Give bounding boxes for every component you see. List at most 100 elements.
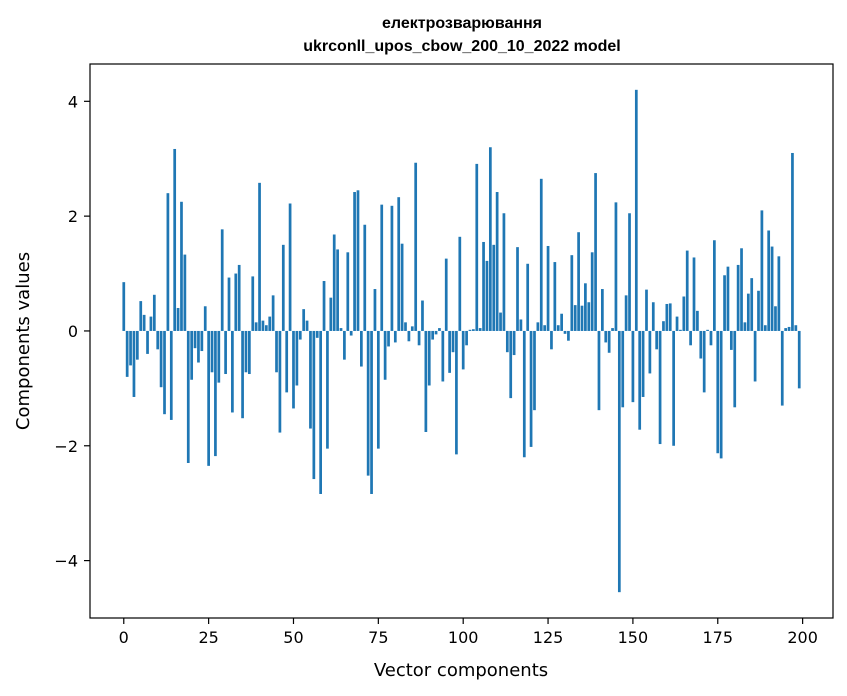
bar-8 xyxy=(149,316,153,331)
bar-57 xyxy=(315,330,319,338)
bar-41 xyxy=(261,320,265,331)
bar-193 xyxy=(777,256,781,331)
bar-51 xyxy=(295,330,299,386)
bar-154 xyxy=(645,289,648,331)
bar-48 xyxy=(285,330,289,393)
bar-25 xyxy=(207,330,210,466)
bar-58 xyxy=(319,330,322,494)
bar-132 xyxy=(570,255,574,331)
bar-1 xyxy=(125,330,129,377)
bar-190 xyxy=(767,230,771,331)
bar-141 xyxy=(601,289,604,331)
bar-101 xyxy=(465,330,468,346)
bar-103 xyxy=(472,329,475,331)
bar-23 xyxy=(200,330,204,352)
bar-164 xyxy=(679,329,682,331)
bar-36 xyxy=(244,330,248,373)
bar-22 xyxy=(197,330,200,363)
bar-177 xyxy=(723,275,726,331)
bar-130 xyxy=(563,330,567,334)
bar-180 xyxy=(733,330,737,408)
bar-62 xyxy=(332,234,336,331)
bar-30 xyxy=(224,330,227,375)
bar-14 xyxy=(169,330,173,420)
bar-88 xyxy=(421,300,424,331)
bar-137 xyxy=(587,302,591,331)
x-tick-label: 100 xyxy=(448,628,479,647)
bar-165 xyxy=(682,296,686,331)
bar-35 xyxy=(241,330,244,419)
bar-111 xyxy=(499,312,502,331)
bar-102 xyxy=(468,329,472,331)
bar-195 xyxy=(784,328,788,331)
bar-145 xyxy=(614,202,618,331)
bar-87 xyxy=(417,330,421,346)
bar-64 xyxy=(339,328,343,331)
bar-118 xyxy=(522,330,526,458)
bar-27 xyxy=(214,330,217,457)
y-tick-label: −4 xyxy=(54,552,78,571)
bar-133 xyxy=(573,305,577,331)
bar-156 xyxy=(651,302,655,331)
bar-75 xyxy=(376,330,380,449)
bar-153 xyxy=(641,330,645,397)
bar-188 xyxy=(760,210,764,331)
bar-197 xyxy=(791,152,794,331)
bar-85 xyxy=(410,326,414,331)
bar-59 xyxy=(322,281,326,331)
bar-136 xyxy=(584,283,587,331)
bar-17 xyxy=(180,201,183,331)
bar-19 xyxy=(186,330,190,463)
bar-32 xyxy=(231,330,234,413)
bar-182 xyxy=(740,248,743,331)
bar-91 xyxy=(431,330,435,340)
bar-16 xyxy=(176,307,180,331)
bar-166 xyxy=(685,250,689,331)
bar-112 xyxy=(502,213,506,331)
bar-142 xyxy=(604,330,608,343)
bar-124 xyxy=(543,325,547,331)
bar-37 xyxy=(248,330,251,375)
bar-104 xyxy=(475,163,479,331)
bar-89 xyxy=(424,330,428,432)
bar-146 xyxy=(617,330,621,593)
bar-159 xyxy=(662,321,665,331)
bar-5 xyxy=(139,301,143,331)
bar-38 xyxy=(251,276,255,331)
bar-139 xyxy=(594,173,597,331)
x-tick-label: 0 xyxy=(119,628,129,647)
bar-18 xyxy=(183,254,187,331)
bar-7 xyxy=(146,330,149,354)
bar-126 xyxy=(550,330,553,350)
bar-84 xyxy=(407,330,411,342)
bar-107 xyxy=(485,260,489,331)
bar-157 xyxy=(655,330,659,350)
bar-98 xyxy=(455,330,458,455)
bar-20 xyxy=(190,330,194,380)
bar-86 xyxy=(414,162,418,331)
plot-frame xyxy=(89,63,834,619)
bar-181 xyxy=(736,264,740,331)
bar-170 xyxy=(699,330,703,359)
bar-113 xyxy=(505,330,509,353)
bar-135 xyxy=(580,305,584,331)
x-axis-ticks: 0 25 50 75 100 125 150 175 200 xyxy=(119,618,818,647)
bar-151 xyxy=(634,89,638,331)
bar-143 xyxy=(607,330,611,353)
bar-179 xyxy=(729,330,733,350)
bar-45 xyxy=(275,330,278,373)
bar-15 xyxy=(173,148,177,331)
bar-173 xyxy=(709,330,713,346)
bar-53 xyxy=(302,309,306,331)
bar-67 xyxy=(349,330,353,336)
bar-109 xyxy=(492,244,496,331)
bar-138 xyxy=(590,252,594,331)
bar-6 xyxy=(142,314,146,331)
x-tick-label: 175 xyxy=(702,628,733,647)
y-tick-label: −2 xyxy=(54,437,78,456)
bar-61 xyxy=(329,297,333,331)
bar-176 xyxy=(719,330,723,459)
bar-43 xyxy=(268,316,272,331)
bar-129 xyxy=(560,313,563,331)
bar-56 xyxy=(312,330,316,480)
